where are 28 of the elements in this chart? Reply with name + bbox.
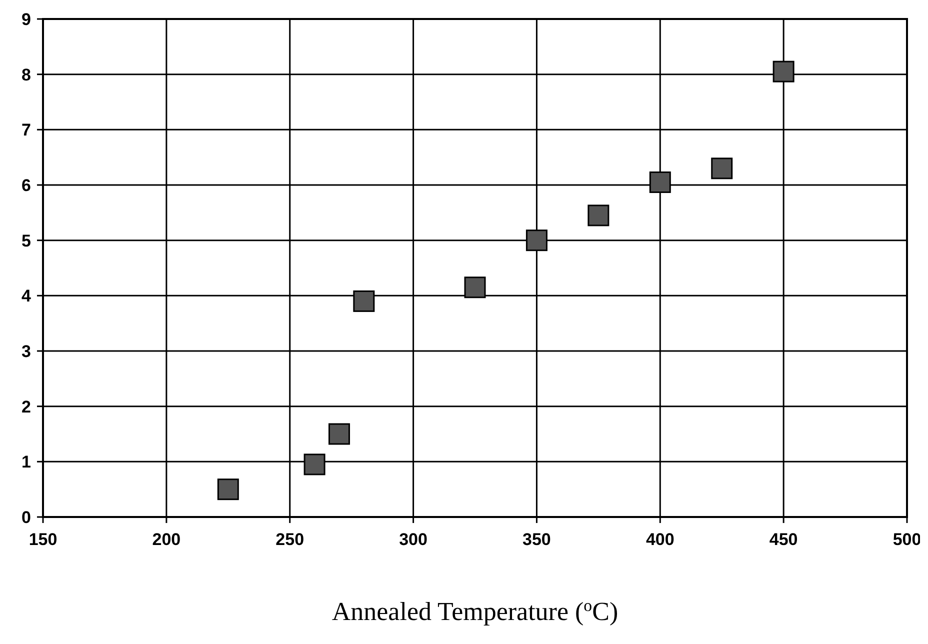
x-tick-label: 200 bbox=[152, 530, 181, 549]
point bbox=[588, 204, 610, 226]
y-tick-label: 6 bbox=[22, 176, 31, 195]
y-tick-label: 8 bbox=[22, 65, 31, 84]
point bbox=[304, 454, 326, 476]
point bbox=[711, 158, 733, 180]
point bbox=[353, 290, 375, 312]
point bbox=[649, 171, 671, 193]
y-tick-label: 4 bbox=[22, 286, 32, 306]
point bbox=[526, 230, 548, 252]
x-tick-label: 350 bbox=[522, 530, 551, 549]
y-tick-label: 2 bbox=[22, 397, 31, 416]
x-tick-label: 150 bbox=[28, 530, 58, 549]
x-axis-title: Annealed Temperature ($^{o}$C) bbox=[332, 596, 618, 626]
y-tick-label: 3 bbox=[22, 342, 31, 361]
y-tick-label: 0 bbox=[22, 508, 31, 527]
point bbox=[328, 423, 350, 445]
x-tick-label: 300 bbox=[399, 530, 428, 549]
y-tick-label: 5 bbox=[22, 231, 31, 250]
point bbox=[217, 478, 239, 500]
y-tick-label: 1 bbox=[22, 452, 31, 472]
point bbox=[464, 276, 486, 298]
y-tick-label: 7 bbox=[22, 120, 31, 140]
x-tick-label: 400 bbox=[646, 530, 674, 549]
x-tick-label: 450 bbox=[769, 530, 798, 549]
x-tick-label: 250 bbox=[276, 530, 304, 549]
point bbox=[772, 60, 794, 82]
y-tick-label: 9 bbox=[22, 10, 31, 29]
